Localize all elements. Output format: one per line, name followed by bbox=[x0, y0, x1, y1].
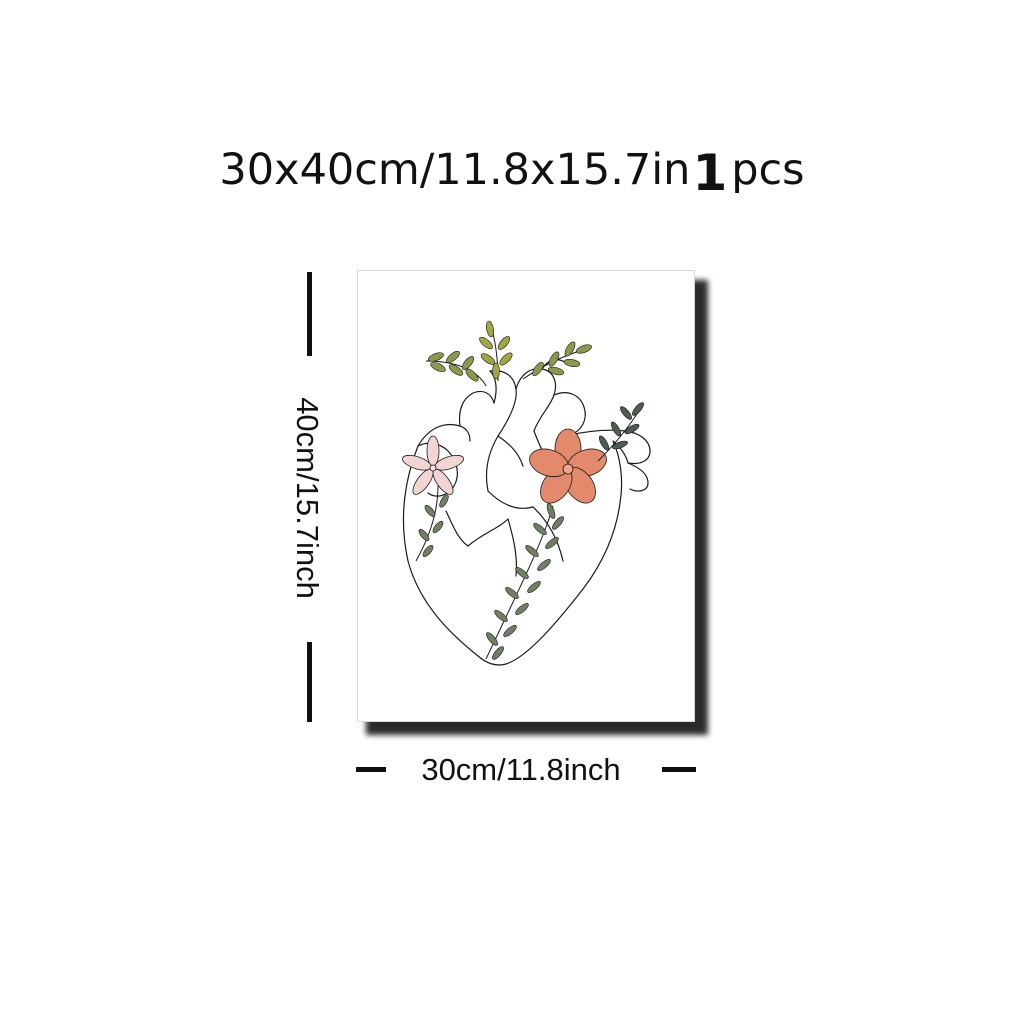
width-line-right bbox=[662, 767, 696, 772]
quantity-number: 1 bbox=[692, 144, 728, 202]
width-line-left bbox=[356, 767, 386, 772]
canvas-print bbox=[357, 270, 695, 722]
width-label: 30cm/11.8inch bbox=[421, 752, 621, 787]
coral-flower bbox=[529, 428, 607, 504]
height-line-bottom bbox=[307, 642, 312, 722]
height-label-text: 40cm/15.7inch bbox=[290, 397, 325, 599]
quantity-unit: pcs bbox=[731, 145, 805, 195]
heart-flower-artwork bbox=[402, 320, 651, 666]
size-text: 30x40cm/11.8x15.7in bbox=[219, 145, 691, 195]
pink-flower bbox=[402, 435, 464, 495]
leaves bbox=[418, 320, 644, 660]
heart-outline bbox=[402, 359, 651, 666]
height-line-top bbox=[307, 272, 312, 356]
size-title: 30x40cm/11.8x15.7in1pcs bbox=[0, 138, 1024, 202]
